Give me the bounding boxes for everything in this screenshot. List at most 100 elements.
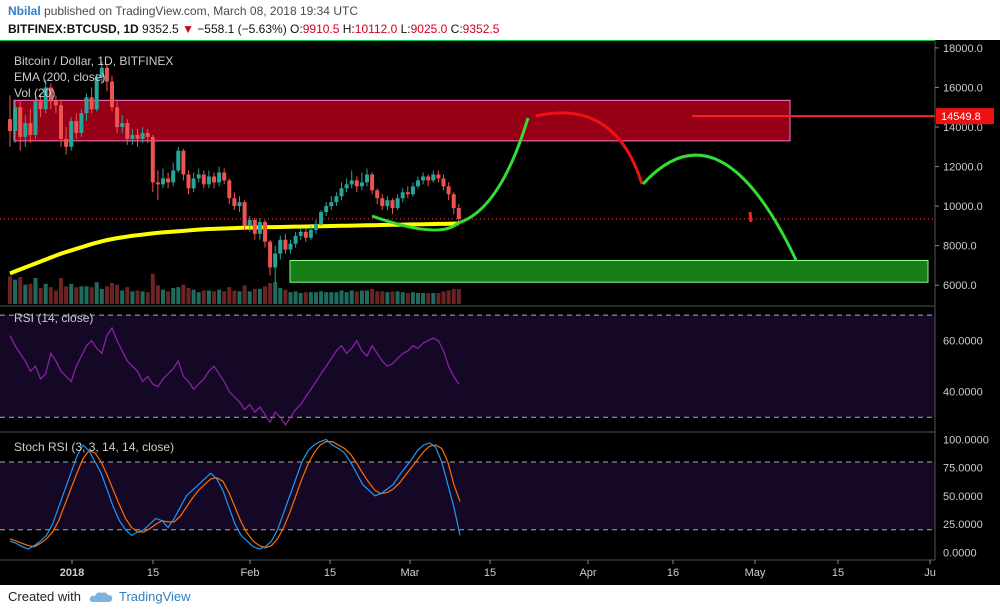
volume-bar <box>263 286 267 304</box>
volume-bar <box>252 288 257 304</box>
legend-ema: EMA (200, close) <box>14 70 105 84</box>
candle-body <box>181 150 186 175</box>
volume-bar <box>125 287 130 304</box>
volume-bar <box>120 290 125 304</box>
stoch-band <box>0 461 935 530</box>
candle-body <box>303 231 308 238</box>
candle-body <box>354 180 359 187</box>
publish-text: published on TradingView.com, March 08, … <box>44 4 358 18</box>
rsi-label: RSI (14, close) <box>14 311 93 325</box>
volume-bar <box>176 287 181 304</box>
volume-bar <box>212 291 216 304</box>
volume-bar <box>23 284 28 304</box>
candle-body <box>252 219 257 234</box>
candle-body <box>451 194 456 209</box>
candle-body <box>227 180 232 199</box>
stoch-pane[interactable] <box>0 438 935 550</box>
volume-bar <box>314 292 318 304</box>
volume-bar <box>242 285 247 304</box>
volume-bar <box>84 286 89 304</box>
time-tick-label: Mar <box>401 567 420 579</box>
author-name[interactable]: Nbilal <box>8 4 41 18</box>
volume-bar <box>339 290 344 304</box>
volume-bar <box>329 292 334 304</box>
volume-bar <box>13 279 18 304</box>
candle-body <box>405 192 410 195</box>
volume-bar <box>451 288 456 304</box>
close-value: 9352.5 <box>462 22 500 36</box>
volume-bar <box>222 291 227 304</box>
candle-body <box>436 174 441 179</box>
projection-marker <box>748 211 753 223</box>
candle-body <box>400 192 405 199</box>
volume-bar <box>135 290 140 304</box>
time-tick-label: May <box>745 567 766 579</box>
candle-body <box>456 208 461 219</box>
candle-body <box>94 77 99 110</box>
tradingview-brand[interactable]: TradingView <box>118 589 191 604</box>
time-tick-label: 15 <box>832 567 844 579</box>
candle-body <box>161 178 165 185</box>
candle-body <box>38 101 43 110</box>
stoch-k-line <box>9 438 461 550</box>
volume-bar <box>303 292 308 304</box>
candle-body <box>212 176 216 183</box>
stoch-tick-label: 50.0000 <box>943 491 983 503</box>
open-value: 9910.5 <box>302 22 340 36</box>
rsi-tick-label: 40.0000 <box>943 387 983 399</box>
candle-body <box>130 134 135 139</box>
candle-body <box>349 180 354 185</box>
candle-body <box>43 87 48 110</box>
candle-body <box>201 174 206 185</box>
candle-body <box>370 174 375 191</box>
price-chart[interactable]: 18000.0 16000.0 14000.0 12000.0 10000.0 8000.… <box>0 40 1000 585</box>
candle-body <box>196 174 201 179</box>
volume-bar <box>232 290 237 304</box>
volume-bar <box>206 290 211 304</box>
candle-body <box>385 200 390 207</box>
candle-body <box>79 113 84 133</box>
candle-body <box>308 229 313 238</box>
volume-bar <box>405 293 410 304</box>
candle-body <box>84 97 89 114</box>
price-tick-label: 8000.0 <box>943 241 977 253</box>
volume-bar <box>181 284 186 304</box>
candle-body <box>120 123 125 128</box>
volume-bar <box>410 292 415 304</box>
candle-body <box>263 221 267 242</box>
volume-bar <box>74 287 79 304</box>
rsi-pane[interactable] <box>0 314 935 426</box>
candle-body <box>217 172 222 183</box>
main-pane[interactable] <box>0 40 935 304</box>
candle-body <box>426 176 431 181</box>
volume-bar <box>324 292 329 304</box>
candle-body <box>273 253 278 268</box>
candle-body <box>329 202 334 207</box>
volume-bar <box>104 286 109 304</box>
volume-bar <box>110 283 114 304</box>
candle-body <box>324 206 329 213</box>
candle-body <box>268 241 273 268</box>
volume-bar <box>283 289 288 304</box>
volume-bar <box>191 289 196 304</box>
candle-body <box>89 97 94 110</box>
volume-bar <box>385 292 390 304</box>
volume-bar <box>64 286 69 304</box>
rsi-line <box>9 326 460 426</box>
last-price: 9352.5 <box>142 22 179 36</box>
candle-body <box>242 202 247 226</box>
candle-body <box>53 101 58 106</box>
volume-bar <box>431 293 436 304</box>
candle-body <box>28 123 33 135</box>
candle-body <box>99 67 104 78</box>
time-tick-label: 15 <box>324 567 336 579</box>
volume-bar <box>426 293 431 304</box>
candle-body <box>390 200 395 209</box>
ema-200-line <box>9 221 459 276</box>
candle-body <box>33 101 38 135</box>
volume-bar <box>150 273 155 304</box>
volume-bar <box>400 292 405 304</box>
candle-body <box>18 107 23 137</box>
candle-body <box>293 235 298 244</box>
candle-body <box>288 243 293 250</box>
